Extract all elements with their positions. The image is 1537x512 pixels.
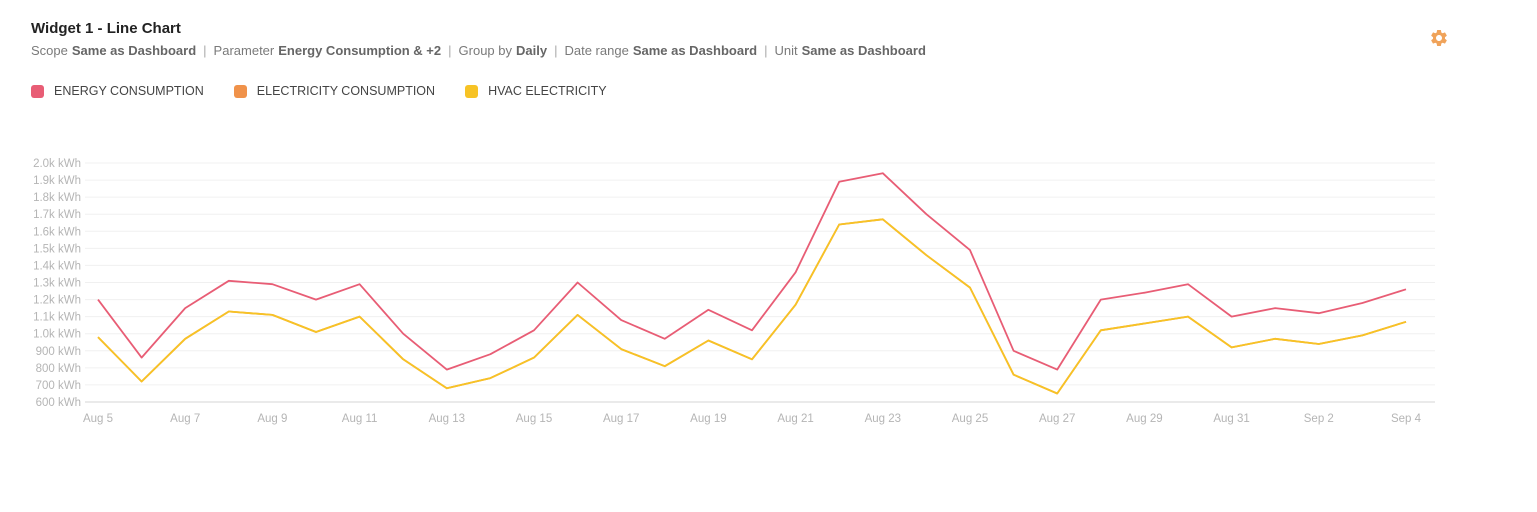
y-tick-label: 1.1k kWh [33,312,81,324]
x-tick-label: Aug 13 [429,413,465,425]
series-line-energy-consumption [97,172,1407,371]
series-line-hvac-electricity [97,218,1407,395]
x-tick-label: Sep 2 [1304,413,1334,425]
y-tick-label: 1.4k kWh [33,260,81,272]
x-tick-label: Aug 5 [83,413,113,425]
legend-label: ELECTRICITY CONSUMPTION [256,84,436,98]
legend-item-electricity-consumption[interactable]: ELECTRICITY CONSUMPTION [233,84,436,98]
y-tick-label: 1.2k kWh [33,295,81,307]
x-tick-label: Sep 4 [1391,413,1422,425]
legend-swatch [233,84,247,98]
legend-label: ENERGY CONSUMPTION [54,84,204,98]
x-tick-label: Aug 31 [1213,413,1249,425]
gear-icon[interactable] [1429,28,1449,48]
group-by-value: Daily [516,43,548,58]
y-tick-label: 1.5k kWh [33,243,81,255]
x-tick-label: Aug 29 [1126,413,1162,425]
meta-divider: | [448,43,452,58]
date-range-label: Date range [564,43,629,58]
y-tick-label: 800 kWh [36,363,81,375]
y-tick-label: 1.3k kWh [33,278,81,290]
line-chart: 600 kWh 700 kWh 800 kWh 900 kWh 1.0k kWh 1.1k… [33,158,1435,425]
y-tick-label: 900 kWh [36,346,81,358]
widget-meta: Scope Same as Dashboard | Parameter Energy C… [31,43,926,58]
x-tick-label: Aug 19 [690,413,726,425]
y-tick-label: 700 kWh [36,380,81,392]
x-tick-label: Aug 11 [342,413,378,425]
parameter-label: Parameter [213,43,275,58]
meta-divider: | [554,43,558,58]
x-tick-label: Aug 9 [257,413,287,425]
scope-value: Same as Dashboard [71,43,197,58]
parameter-value: Energy Consumption & +2 [278,43,442,58]
unit-label: Unit [774,43,798,58]
y-tick-label: 1.6k kWh [33,226,81,238]
x-tick-label: Aug 25 [952,413,988,425]
unit-value: Same as Dashboard [801,43,926,58]
scope-label: Scope [31,43,68,58]
x-tick-label: Aug 23 [865,413,901,425]
widget-title: Widget 1 - Line Chart [31,20,181,37]
legend-label: HVAC ELECTRICITY [488,84,607,98]
legend-item-hvac-electricity[interactable]: HVAC ELECTRICITY [465,84,607,98]
y-tick-label: 2.0k kWh [33,158,81,170]
legend-item-energy-consumption[interactable]: ENERGY CONSUMPTION [31,84,204,98]
y-tick-label: 1.8k kWh [33,192,81,204]
x-tick-label: Aug 15 [516,413,552,425]
meta-divider: | [203,43,207,58]
legend-swatch [31,84,44,98]
x-tick-label: Aug 17 [603,413,639,425]
y-tick-label: 1.9k kWh [33,175,81,187]
x-tick-label: Aug 27 [1039,413,1075,425]
legend-swatch [465,84,479,98]
y-tick-label: 600 kWh [36,397,81,409]
x-tick-label: Aug 7 [170,413,200,425]
date-range-value: Same as Dashboard [632,43,758,58]
x-tick-label: Aug 21 [777,413,813,425]
meta-divider: | [764,43,768,58]
chart-legend: ENERGY CONSUMPTION ELECTRICITY CONSUMPTI… [31,84,637,98]
y-tick-label: 1.0k kWh [33,329,81,341]
y-tick-label: 1.7k kWh [33,209,81,221]
group-by-label: Group by [458,43,513,58]
